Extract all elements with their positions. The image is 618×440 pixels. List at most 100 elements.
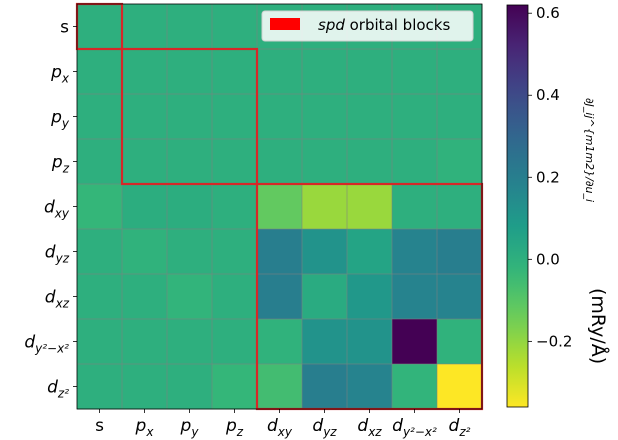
heatmap-cell (302, 94, 348, 140)
colorbar-ticks: 0.6 0.4 0.2 0.0 −0.2 (528, 4, 572, 350)
tick-label: dz² (449, 416, 471, 439)
heatmap-cell (347, 184, 393, 230)
tick-label: py (180, 416, 200, 439)
heatmap-cell (392, 139, 438, 185)
heatmap-cell (302, 364, 348, 410)
orbital-block-outline (120, 47, 259, 186)
heatmap-cell (437, 274, 483, 320)
heatmap-cell (77, 229, 123, 275)
heatmap-cell (257, 319, 303, 365)
tick-label: s (95, 416, 104, 436)
heatmap-cell (392, 319, 438, 365)
heatmap-cell (392, 364, 438, 410)
tick-label: dyz (312, 416, 337, 439)
heatmap-cell (167, 4, 213, 50)
heatmap-cell (212, 229, 258, 275)
heatmap-cell (257, 364, 303, 410)
heatmap-cell (347, 364, 393, 410)
heatmap-cell (122, 4, 168, 50)
tick-label: s (60, 18, 69, 38)
colorbar-tick-label: 0.4 (536, 86, 560, 104)
heatmap-cell (437, 139, 483, 185)
heatmap-cell (257, 49, 303, 95)
heatmap-cell (212, 4, 258, 50)
heatmap-cell (437, 364, 483, 410)
tick-label: dy²−x² (392, 416, 437, 439)
heatmap-cell (302, 229, 348, 275)
heatmap-cell (392, 49, 438, 95)
heatmap-cell (437, 229, 483, 275)
heatmap-cell (167, 274, 213, 320)
heatmap-cell (437, 184, 483, 230)
heatmap-cell (302, 184, 348, 230)
tick-label: dxy (267, 416, 293, 439)
heatmap-cell (77, 274, 123, 320)
colorbar-derivative-symbol: ∂J_ij^{m1m2}/∂u_i (583, 98, 596, 202)
heatmap-cell (392, 94, 438, 140)
tick-label: px (50, 63, 70, 86)
heatmap-cell (167, 49, 213, 95)
colorbar-title: (mRy/Å) (587, 288, 610, 364)
colorbar-tick-label: 0.6 (536, 4, 560, 22)
heatmap-cell (212, 139, 258, 185)
heatmap-cell (437, 94, 483, 140)
heatmap-cell (257, 229, 303, 275)
heatmap-cell (257, 274, 303, 320)
heatmap-cell (77, 139, 123, 185)
tick-label: py (50, 108, 70, 131)
heatmap-cell (167, 364, 213, 410)
legend-box (261, 10, 474, 42)
legend-label: spd orbital blocks (318, 16, 450, 34)
tick-label: pz (225, 416, 244, 439)
heatmap-cell (302, 319, 348, 365)
heatmap-cell (122, 274, 168, 320)
heatmap-cell (167, 94, 213, 140)
heatmap-cell (392, 274, 438, 320)
heatmap-cell (122, 364, 168, 410)
heatmap-cell (212, 364, 258, 410)
heatmap-cell (122, 229, 168, 275)
heatmap-cell (347, 229, 393, 275)
legend-label-italic: spd (318, 16, 345, 34)
tick-label: dyz (45, 243, 70, 266)
tick-label: dy²−x² (24, 333, 69, 356)
colorbar-symbol: ∂J_ij^{m1m2}/∂u_i (583, 98, 596, 202)
heatmap-cell (122, 319, 168, 365)
tick-label: dz² (47, 378, 69, 401)
heatmap-cell (347, 319, 393, 365)
tick-label: pz (51, 153, 70, 176)
heatmap-cell (77, 94, 123, 140)
y-tick-labels: s px py pz dxy dyz dxz dy²−x² dz² (24, 18, 77, 401)
legend-swatch (270, 18, 300, 30)
heatmap-cell (212, 94, 258, 140)
tick-label: dxz (357, 416, 382, 439)
colorbar-tick-label: 0.2 (536, 168, 560, 186)
heatmap-cell (347, 139, 393, 185)
heatmap-cell (122, 184, 168, 230)
heatmap-cell (302, 139, 348, 185)
heatmap-cell (77, 364, 123, 410)
heatmap-cell (302, 49, 348, 95)
colorbar: 0.6 0.4 0.2 0.0 −0.2 (mRy/Å) ∂J_ij^{m1m2}/∂u… (506, 4, 610, 408)
heatmap-cell (212, 49, 258, 95)
heatmap-cell (167, 229, 213, 275)
legend-label-rest: orbital blocks (345, 16, 451, 34)
legend: spd orbital blocks (261, 10, 474, 42)
heatmap-cell (77, 4, 123, 50)
heatmap-cell (392, 229, 438, 275)
tick-label: px (135, 416, 155, 439)
heatmap-cell (257, 94, 303, 140)
heatmap-cell (167, 139, 213, 185)
heatmap-cell (167, 184, 213, 230)
heatmap-cell (212, 319, 258, 365)
heatmap-cell (257, 139, 303, 185)
heatmap-cell (122, 94, 168, 140)
heatmap-cell (347, 274, 393, 320)
heatmap-cell (347, 94, 393, 140)
tick-label: dxz (45, 288, 70, 311)
heatmap-cell (212, 274, 258, 320)
heatmap-cell (347, 49, 393, 95)
heatmap-cell (77, 184, 123, 230)
heatmap-cell (122, 139, 168, 185)
